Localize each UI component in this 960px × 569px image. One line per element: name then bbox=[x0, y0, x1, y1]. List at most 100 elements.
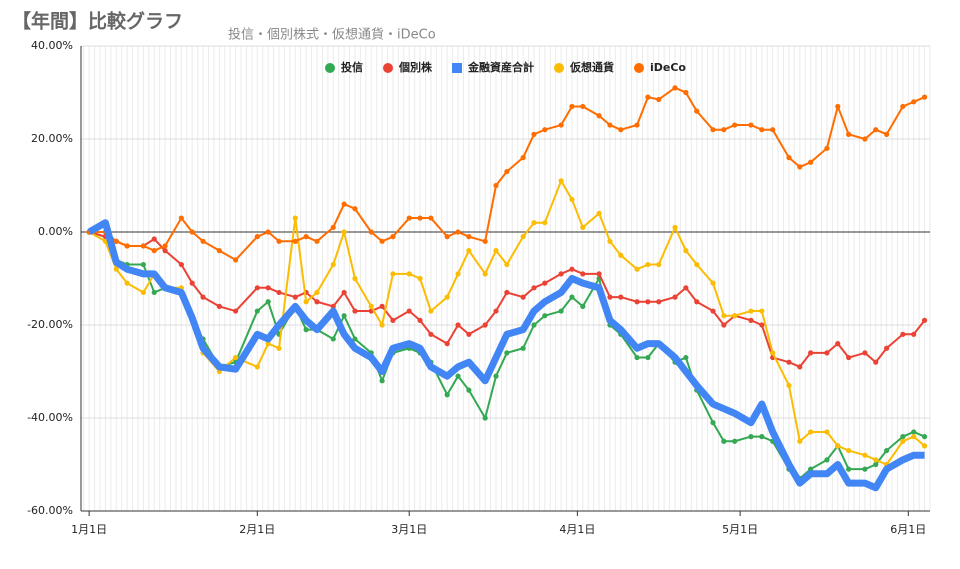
point bbox=[254, 308, 260, 314]
x-tick-label: 6月1日 bbox=[890, 523, 926, 536]
point bbox=[672, 294, 678, 300]
point bbox=[341, 229, 347, 235]
x-tick-label: 2月1日 bbox=[239, 523, 275, 536]
legend-item: 金融資産合計 bbox=[452, 60, 534, 74]
point bbox=[862, 452, 868, 458]
point bbox=[292, 294, 298, 300]
point bbox=[504, 350, 510, 356]
y-tick-label: 40.00% bbox=[31, 39, 73, 52]
legend-label: 金融資産合計 bbox=[467, 60, 534, 74]
point bbox=[520, 234, 526, 240]
point bbox=[504, 168, 510, 175]
point bbox=[233, 308, 239, 314]
point bbox=[276, 289, 282, 296]
x-tick-label: 1月1日 bbox=[71, 523, 107, 536]
point bbox=[444, 234, 450, 240]
point bbox=[379, 238, 385, 244]
chart-title: 【年間】比較グラフ bbox=[12, 10, 183, 33]
point bbox=[520, 294, 526, 300]
point bbox=[292, 238, 298, 244]
point bbox=[352, 336, 358, 342]
legend-item: 仮想通貨 bbox=[554, 60, 614, 74]
point bbox=[303, 327, 309, 333]
point bbox=[482, 238, 488, 244]
point bbox=[542, 313, 548, 319]
point bbox=[379, 378, 385, 384]
point bbox=[580, 103, 586, 110]
point bbox=[531, 285, 537, 291]
point bbox=[569, 294, 575, 300]
point bbox=[921, 434, 928, 440]
legend-swatch bbox=[383, 63, 393, 73]
point bbox=[759, 127, 765, 133]
point bbox=[542, 127, 548, 133]
point bbox=[759, 322, 765, 328]
point bbox=[124, 243, 130, 249]
point bbox=[672, 224, 678, 230]
point bbox=[558, 308, 564, 314]
point bbox=[352, 275, 358, 282]
point bbox=[178, 261, 184, 268]
point bbox=[596, 210, 602, 216]
point bbox=[797, 438, 803, 444]
point bbox=[341, 289, 347, 296]
legend-item: 個別株 bbox=[383, 60, 433, 74]
point bbox=[786, 382, 792, 389]
point bbox=[911, 429, 917, 435]
point bbox=[303, 299, 309, 305]
series-line bbox=[87, 219, 925, 492]
point bbox=[786, 359, 792, 365]
point bbox=[607, 294, 613, 300]
point bbox=[846, 447, 852, 454]
point bbox=[428, 331, 434, 337]
legend-label: iDeCo bbox=[650, 61, 686, 74]
point bbox=[672, 85, 678, 91]
point bbox=[314, 289, 320, 296]
point bbox=[884, 131, 890, 137]
point bbox=[233, 257, 239, 263]
legend-item: 投信 bbox=[325, 60, 363, 74]
point bbox=[216, 303, 222, 309]
legend-swatch bbox=[452, 63, 462, 73]
point bbox=[352, 206, 358, 212]
point bbox=[721, 313, 727, 319]
point bbox=[189, 229, 195, 235]
point bbox=[493, 182, 499, 189]
point bbox=[873, 461, 879, 468]
point bbox=[265, 341, 271, 347]
point bbox=[580, 303, 586, 309]
point bbox=[200, 294, 206, 300]
point bbox=[808, 350, 814, 356]
point bbox=[618, 294, 624, 300]
point bbox=[113, 238, 119, 244]
point bbox=[748, 308, 754, 314]
point bbox=[911, 99, 917, 105]
point bbox=[558, 178, 564, 184]
y-tick-label: -20.00% bbox=[27, 318, 73, 331]
legend-label: 仮想通貨 bbox=[569, 60, 614, 74]
point bbox=[732, 438, 738, 444]
point bbox=[151, 236, 157, 242]
point bbox=[455, 229, 461, 235]
point bbox=[390, 271, 396, 277]
point bbox=[770, 127, 776, 133]
point bbox=[786, 155, 792, 161]
legend-swatch bbox=[634, 63, 644, 73]
point bbox=[683, 354, 689, 361]
point bbox=[482, 322, 488, 328]
point bbox=[265, 299, 271, 305]
point bbox=[846, 131, 852, 137]
point bbox=[797, 364, 803, 370]
series-line bbox=[88, 179, 926, 466]
point bbox=[656, 299, 662, 305]
point bbox=[314, 299, 320, 305]
point bbox=[276, 238, 282, 244]
point bbox=[710, 420, 716, 426]
point bbox=[721, 438, 727, 444]
point bbox=[618, 252, 624, 258]
point bbox=[921, 443, 928, 449]
point bbox=[341, 201, 347, 207]
point bbox=[721, 127, 727, 133]
point bbox=[580, 224, 586, 230]
point bbox=[835, 341, 841, 347]
